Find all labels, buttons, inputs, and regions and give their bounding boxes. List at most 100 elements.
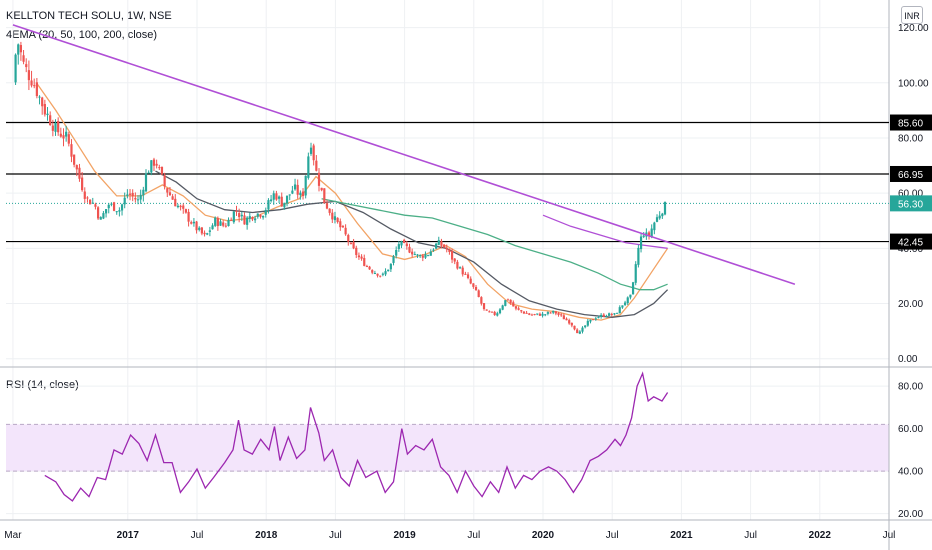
- candle-body-148: [408, 246, 411, 253]
- candle-body-142: [392, 256, 395, 263]
- candle-body-60: [174, 198, 177, 207]
- candle-body-88: [248, 216, 251, 219]
- candle-body-130: [360, 256, 363, 259]
- candle-body-127: [352, 241, 355, 249]
- level-badge-1: [890, 165, 932, 182]
- candle-body-35: [107, 204, 110, 209]
- candle-body-76: [216, 218, 219, 227]
- candle-body-163: [448, 248, 451, 252]
- candle-body-10: [41, 97, 44, 107]
- candle-body-241: [655, 217, 659, 222]
- candle-body-222: [605, 315, 608, 317]
- candle-body-95: [267, 200, 270, 210]
- candle-body-153: [421, 255, 424, 258]
- candle-body-47: [139, 194, 142, 200]
- candle-body-159: [437, 240, 440, 245]
- price-tick-label-5: 100.00: [898, 78, 929, 89]
- candle-body-194: [530, 314, 534, 316]
- candle-body-199: [544, 314, 547, 316]
- candle-body-242: [658, 215, 661, 219]
- candle-body-180: [493, 311, 496, 315]
- candle-body-183: [501, 305, 504, 310]
- candle-body-58: [168, 192, 172, 196]
- candle-body-176: [482, 303, 486, 310]
- candle-body-209: [570, 322, 573, 326]
- level-label-0: 85.60: [898, 119, 923, 130]
- candle-body-32: [99, 217, 102, 220]
- time-tick-label-1: 2017: [117, 530, 140, 541]
- candle-body-53: [155, 163, 158, 166]
- candle-body-17: [59, 133, 62, 137]
- currency-button[interactable]: INR: [901, 6, 923, 24]
- candle-body-173: [474, 287, 478, 290]
- level-label-1: 66.95: [898, 170, 923, 181]
- candle-body-72: [206, 233, 209, 235]
- candle-body-139: [384, 271, 387, 275]
- candle-body-44: [131, 192, 134, 197]
- candle-body-119: [331, 212, 334, 220]
- candle-body-4: [25, 64, 28, 68]
- candle-body-108: [301, 191, 305, 197]
- candle-body-239: [650, 228, 653, 238]
- candle-body-34: [104, 209, 108, 214]
- candle-body-43: [128, 193, 132, 195]
- candle-body-37: [112, 202, 116, 211]
- candle-body-238: [647, 232, 651, 236]
- candle-body-200: [546, 312, 549, 314]
- candle-body-96: [269, 199, 273, 202]
- candle-body-218: [594, 318, 597, 320]
- candle-body-215: [586, 320, 589, 326]
- last-price-badge: [890, 195, 932, 212]
- candle-body-40: [120, 204, 124, 211]
- candle-body-178: [488, 311, 491, 313]
- candle-body-101: [283, 202, 286, 208]
- candle-body-154: [424, 254, 427, 258]
- candle-body-161: [442, 244, 446, 248]
- time-tick-label-5: 2019: [393, 530, 416, 541]
- candle-body-70: [200, 227, 203, 234]
- candle-body-213: [581, 327, 584, 332]
- candle-body-126: [349, 243, 353, 245]
- candle-body-193: [528, 313, 531, 315]
- candle-body-149: [411, 251, 414, 255]
- candle-body-31: [96, 207, 100, 219]
- candle-body-221: [602, 314, 605, 317]
- candle-body-165: [453, 258, 456, 262]
- candle-body-172: [472, 283, 475, 287]
- price-tick-label-4: 80.00: [898, 133, 923, 144]
- candle-body-225: [613, 313, 616, 315]
- candle-body-207: [565, 318, 568, 321]
- candle-body-204: [557, 313, 560, 315]
- candle-body-55: [160, 166, 164, 175]
- candle-body-192: [525, 312, 528, 314]
- candle-body-81: [230, 219, 233, 221]
- candle-body-197: [538, 313, 542, 316]
- candle-body-231: [629, 294, 632, 298]
- candle-body-91: [256, 213, 259, 217]
- candle-body-52: [152, 159, 156, 166]
- time-tick-label-0: Mar: [4, 530, 22, 541]
- candle-body-229: [623, 302, 627, 305]
- candle-body-244: [663, 201, 667, 215]
- candle-body-138: [381, 273, 384, 275]
- candle-body-155: [427, 255, 430, 257]
- candle-body-150: [413, 254, 416, 256]
- candle-body-80: [227, 219, 230, 227]
- symbol-title: KELLTON TECH SOLU, 1W, NSE: [6, 10, 172, 22]
- candle-body-132: [365, 266, 369, 268]
- candle-body-116: [323, 188, 326, 204]
- candle-body-201: [549, 312, 552, 314]
- time-tick-label-7: 2020: [532, 530, 555, 541]
- price-tick-label-6: 120.00: [898, 23, 929, 34]
- candle-body-164: [450, 250, 454, 260]
- rsi-tick-label-0: 20.00: [898, 509, 923, 520]
- candle-body-182: [498, 309, 502, 314]
- level-badge-2: [890, 233, 932, 250]
- candle-body-13: [49, 115, 52, 126]
- candle-body-120: [333, 216, 337, 221]
- candle-body-195: [533, 314, 536, 316]
- candle-body-103: [288, 194, 291, 196]
- candle-body-78: [222, 222, 225, 226]
- candle-body-85: [240, 214, 243, 217]
